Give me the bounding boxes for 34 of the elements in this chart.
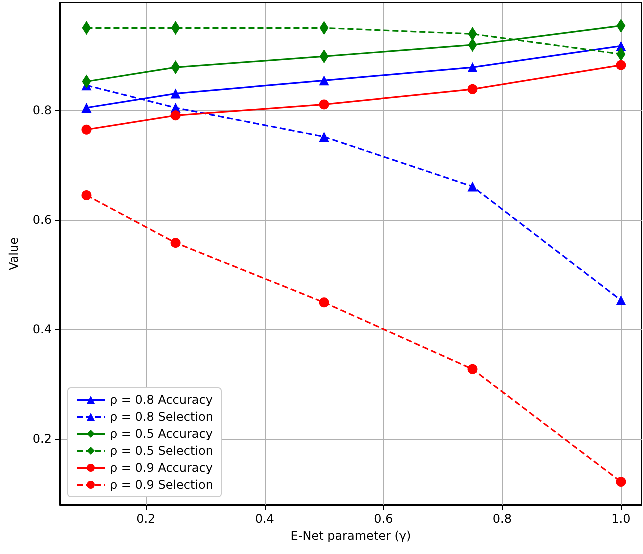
point (616, 477, 626, 488)
point (468, 62, 478, 73)
y-tick-label: 0.4 (32, 322, 52, 336)
point (170, 110, 181, 121)
point (170, 88, 181, 99)
x-tick-label: 0.8 (492, 512, 512, 526)
point (319, 298, 330, 308)
point (468, 364, 478, 374)
y-tick-label: 0.8 (32, 104, 52, 118)
point (170, 238, 181, 248)
point (319, 100, 330, 110)
legend-label: ρ = 0.9 Accuracy (110, 461, 213, 475)
legend-label: ρ = 0.5 Accuracy (110, 427, 213, 441)
x-tick-label: 1.0 (612, 512, 631, 526)
point (616, 295, 626, 306)
point (468, 182, 478, 192)
x-tick-label: 0.6 (374, 512, 394, 526)
legend-label: ρ = 0.8 Selection (110, 410, 214, 424)
point (82, 190, 92, 200)
point (468, 84, 478, 94)
y-tick-label: 0.2 (32, 432, 52, 446)
x-tick-label: 0.2 (136, 512, 156, 526)
legend-label: ρ = 0.8 Accuracy (110, 393, 213, 407)
point (616, 60, 626, 70)
point (82, 124, 92, 135)
x-tick-label: 0.4 (255, 512, 274, 526)
y-tick-label: 0.6 (32, 213, 52, 228)
point (82, 102, 92, 113)
legend-label: ρ = 0.5 Selection (110, 444, 214, 458)
legend-label: ρ = 0.9 Selection (110, 478, 214, 492)
point (319, 76, 330, 86)
point (319, 132, 330, 142)
x-axis-title: E-Net parameter (γ) (290, 528, 412, 543)
y-axis-title: Value (7, 238, 21, 270)
